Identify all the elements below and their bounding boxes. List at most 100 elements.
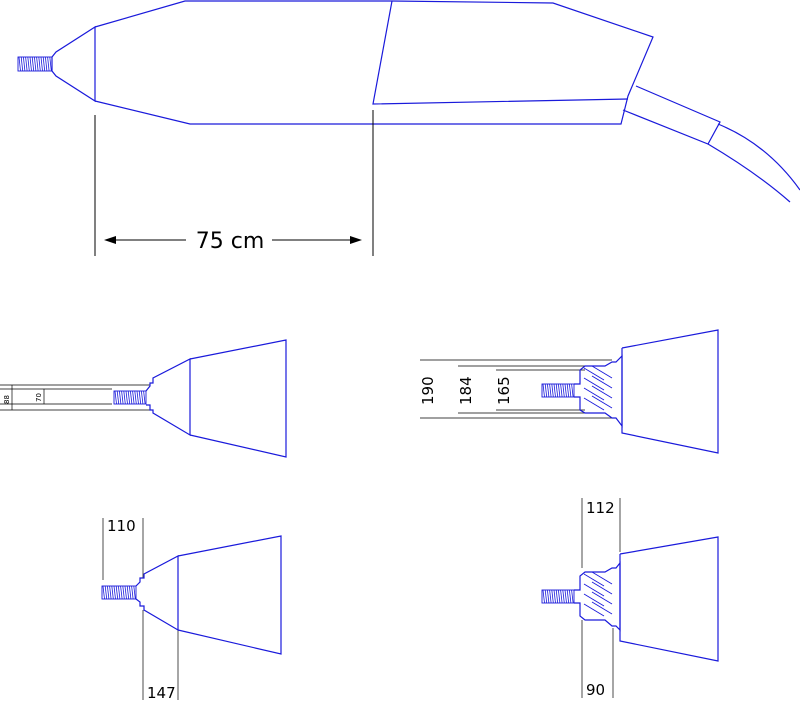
thread-line xyxy=(132,390,135,405)
dim-190-label: 190 xyxy=(419,376,437,405)
thread-line xyxy=(551,589,554,604)
thread-line xyxy=(34,56,37,72)
thread-line xyxy=(542,589,545,604)
main-nose-cone xyxy=(51,25,96,103)
thread-line xyxy=(138,390,142,405)
dim-88-label: 88 xyxy=(3,395,11,404)
thread-line xyxy=(107,585,110,600)
thread-line xyxy=(38,56,41,72)
thread-line xyxy=(549,589,552,604)
thread-line xyxy=(114,390,117,405)
detail-c-dimension-lines: 110 147 xyxy=(102,517,179,702)
thread-line xyxy=(558,589,561,604)
overall-length-dimension: 75 cm xyxy=(94,110,374,256)
thread-line xyxy=(562,589,565,604)
thread-line xyxy=(116,390,120,405)
thread-line xyxy=(36,56,39,72)
thread-line xyxy=(29,56,32,72)
thread-line xyxy=(141,390,144,405)
dim-70-label: 70 xyxy=(35,393,43,402)
dim-147-label: 147 xyxy=(147,684,176,702)
dim-112-label: 112 xyxy=(586,499,615,517)
thread-line xyxy=(560,383,563,398)
thread-line xyxy=(553,589,556,604)
thread-line xyxy=(23,56,26,72)
detail-a: 88 70 xyxy=(0,339,287,458)
dim-184-label: 184 xyxy=(457,376,475,405)
thread-line xyxy=(131,585,134,600)
thread-line xyxy=(549,383,552,398)
thread-line xyxy=(124,585,127,600)
thread-line xyxy=(122,585,125,600)
overall-length-label: 75 cm xyxy=(196,229,265,254)
thread-line xyxy=(31,56,35,72)
thread-line xyxy=(143,390,146,405)
thread-line xyxy=(551,383,554,398)
thread-line xyxy=(555,589,559,604)
thread-line xyxy=(119,390,122,405)
thread-line xyxy=(134,390,137,405)
thread-line xyxy=(566,383,570,398)
detail-d-dimension-lines: 112 90 xyxy=(581,498,621,699)
thread-line xyxy=(125,390,128,405)
thread-line xyxy=(558,383,561,398)
thread-line xyxy=(42,56,46,72)
thread-line xyxy=(45,56,48,72)
detail-b-spring xyxy=(583,365,613,411)
detail-b: 190 184 165 xyxy=(419,329,719,454)
thread-line xyxy=(129,585,132,600)
thread-line xyxy=(555,383,559,398)
thread-line xyxy=(553,383,556,398)
thread-line xyxy=(109,585,112,600)
thread-line xyxy=(104,585,108,600)
thread-line xyxy=(113,585,116,600)
thread-line xyxy=(49,56,52,72)
thread-line xyxy=(121,390,124,405)
dim-90-label: 90 xyxy=(586,681,605,699)
thread-line xyxy=(130,390,133,405)
thread-line xyxy=(136,390,139,405)
thread-line xyxy=(544,383,548,398)
thread-line xyxy=(120,585,123,600)
thread-line xyxy=(18,56,21,72)
dim-110-label: 110 xyxy=(107,517,136,535)
thread-line xyxy=(560,589,563,604)
main-strain-relief xyxy=(622,85,721,145)
thread-line xyxy=(123,390,126,405)
thread-line xyxy=(571,589,574,604)
main-rear-section xyxy=(372,0,629,105)
detail-b-dimension-lines: 190 184 165 xyxy=(419,359,612,419)
thread-line xyxy=(571,383,574,398)
main-cable xyxy=(707,123,800,203)
main-threaded-stud xyxy=(17,56,53,72)
detail-d-spring xyxy=(583,571,613,617)
thread-line xyxy=(133,585,136,600)
detail-c: 110 147 xyxy=(101,517,282,702)
thread-line xyxy=(127,390,131,405)
thread-line xyxy=(547,383,550,398)
thread-line xyxy=(40,56,43,72)
thread-line xyxy=(20,56,24,72)
thread-line xyxy=(564,589,567,604)
thread-line xyxy=(562,383,565,398)
thread-line xyxy=(27,56,30,72)
thread-line xyxy=(569,383,572,398)
thread-line xyxy=(111,585,114,600)
main-body xyxy=(94,0,654,125)
thread-line xyxy=(47,56,50,72)
thread-line xyxy=(25,56,28,72)
thread-line xyxy=(542,383,545,398)
dim-165-label: 165 xyxy=(495,376,513,405)
thread-line xyxy=(569,589,572,604)
detail-d: 112 90 xyxy=(541,498,719,699)
thread-line xyxy=(544,589,548,604)
thread-line xyxy=(118,585,121,600)
thread-line xyxy=(566,589,570,604)
thread-line xyxy=(126,585,130,600)
thread-line xyxy=(102,585,105,600)
thread-line xyxy=(547,589,550,604)
thread-line xyxy=(564,383,567,398)
main-assembly: 75 cm xyxy=(17,0,800,256)
